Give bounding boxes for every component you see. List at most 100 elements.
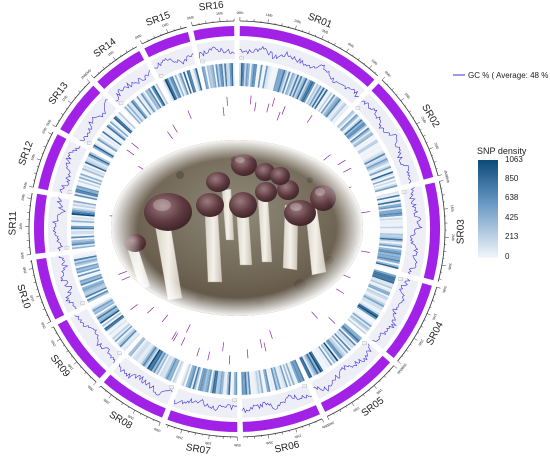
snp-bin [331, 335, 349, 354]
scale-tick [98, 385, 101, 389]
scale-axis [239, 20, 379, 77]
snp-bin [124, 106, 141, 125]
variant-marker [266, 103, 270, 113]
snp-bin [358, 142, 380, 156]
scale-tick [43, 145, 46, 148]
scale-axis [53, 326, 97, 383]
tick-label: 2Mb [50, 339, 57, 347]
snp-bin [215, 64, 220, 88]
snp-bin [269, 67, 277, 91]
scale-tick [34, 172, 37, 174]
snp-bin [129, 337, 146, 357]
snp-bin [372, 271, 396, 281]
snp-bin [185, 364, 194, 388]
tick-label: 1Mb [431, 313, 437, 321]
scale-tick [441, 264, 446, 267]
snp-bin [203, 66, 210, 90]
tick-label: 2Mb [80, 73, 88, 81]
scale-tick [83, 85, 86, 88]
snp-bin [77, 181, 100, 190]
snp-bin [366, 157, 388, 170]
track-start-marker [64, 245, 70, 250]
snp-bin [320, 94, 336, 114]
snp-bin [283, 363, 294, 386]
snp-bin [78, 176, 102, 186]
scale-tick [108, 394, 112, 399]
snp-bin [81, 278, 104, 288]
gc-track [51, 140, 87, 195]
snp-bin [71, 220, 95, 223]
snp-bin [367, 161, 390, 172]
snp-bin [247, 371, 251, 395]
scale-tick [93, 381, 97, 386]
snp-bin [84, 285, 107, 297]
variant-marker [337, 159, 346, 166]
snp-bin [90, 296, 112, 309]
scale-tick [340, 47, 342, 49]
snp-bin [87, 291, 109, 303]
snp-bin [195, 367, 203, 391]
snp-bin [316, 346, 332, 367]
snp-bin [241, 371, 244, 395]
gc-track [355, 93, 420, 186]
snp-bin [259, 369, 266, 393]
track-start-marker [80, 301, 85, 305]
snp-bin [83, 282, 106, 293]
snp-bin [137, 94, 153, 115]
scale-tick [36, 295, 41, 298]
snp-bin [162, 79, 175, 102]
snp-bin [286, 73, 296, 96]
gc-line [199, 46, 235, 59]
snp-bin [71, 218, 95, 222]
snp-bin [292, 75, 303, 98]
snp-bin [344, 119, 363, 136]
snp-bin [274, 68, 283, 92]
snp-bin [81, 279, 104, 290]
gc-track [172, 388, 238, 418]
gc-line [242, 394, 312, 414]
snp-bin [224, 371, 228, 395]
snp-bin [378, 203, 402, 209]
snp-bin [113, 116, 132, 134]
snp-bin [371, 171, 394, 181]
snp-bin [359, 301, 380, 316]
snp-bin [376, 259, 400, 266]
chromosome-label: SR01 [306, 11, 334, 31]
scale-axis [100, 385, 161, 423]
snp-bin [77, 267, 100, 276]
snp-bin [369, 282, 392, 293]
snp-bin [92, 298, 114, 312]
snp-bin [245, 63, 249, 87]
snp-bin [310, 86, 324, 107]
snp-bin [377, 198, 401, 204]
snp-bin [134, 97, 151, 117]
snp-bin [77, 269, 101, 278]
snp-bin [337, 329, 355, 348]
snp-bin [75, 261, 99, 269]
track-start-marker [362, 341, 367, 345]
snp-bin [379, 242, 403, 247]
snp-bin [296, 77, 308, 100]
snp-bin [128, 336, 145, 356]
snp-bin [192, 366, 200, 390]
snp-bin [116, 327, 135, 345]
chromosome-label: SR16 [198, 0, 225, 14]
snp-bin [97, 138, 118, 153]
snp-bin [311, 87, 325, 108]
snp-bin [278, 70, 288, 93]
snp-bin [166, 78, 178, 100]
snp-bin [349, 125, 369, 142]
snp-bin [103, 129, 123, 145]
snp-bin [340, 326, 359, 344]
snp-bin [377, 196, 401, 203]
snp-bin [71, 222, 95, 225]
snp-bin [368, 164, 391, 175]
snp-bin [102, 130, 122, 146]
snp-bin [75, 188, 99, 196]
snp-bin [71, 212, 95, 217]
snp-bin [199, 368, 207, 392]
scale-tick [327, 40, 329, 43]
scale-tick [166, 28, 169, 33]
tick-label: 0Mb [234, 443, 241, 447]
snp-bin [238, 63, 242, 87]
